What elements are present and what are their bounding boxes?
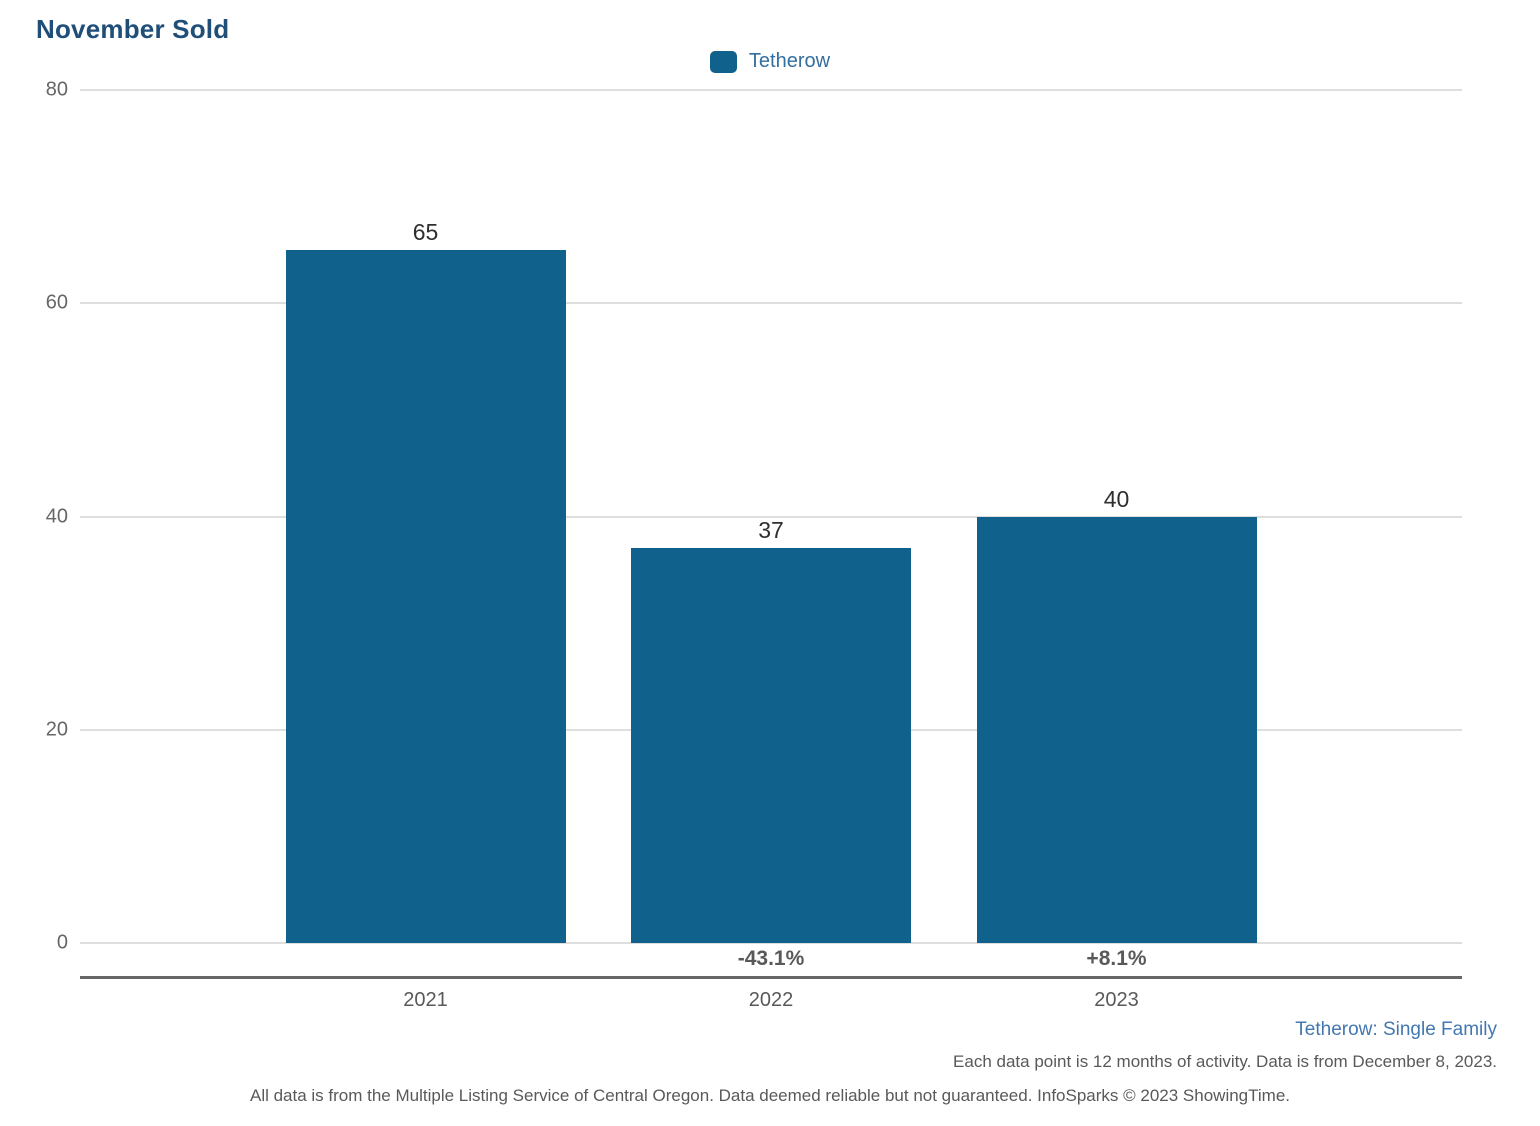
y-tick-label: 40 xyxy=(45,505,68,527)
bar-value-label: 37 xyxy=(758,517,784,544)
x-axis-line xyxy=(80,976,1462,979)
chart-title: November Sold xyxy=(36,14,230,44)
pct-change-label: +8.1% xyxy=(1086,947,1147,970)
y-tick-label: 0 xyxy=(56,931,68,954)
gridline-y-0 xyxy=(80,942,1462,944)
gridline-y-80 xyxy=(80,89,1462,91)
legend[interactable]: Tetherow xyxy=(0,50,1540,73)
plot-area: 80 60 40 20 0 65 37 40 xyxy=(46,79,1462,954)
bar-2022[interactable] xyxy=(631,548,911,943)
pct-change-label: -43.1% xyxy=(737,947,805,970)
x-category-label: 2023 xyxy=(1094,989,1139,1011)
x-category-label: 2022 xyxy=(748,989,794,1011)
legend-swatch-icon xyxy=(709,50,737,73)
y-tick-label: 60 xyxy=(45,291,68,314)
bar-value-label: 65 xyxy=(412,218,439,245)
legend-label: Tetherow xyxy=(748,50,831,72)
y-tick-label: 80 xyxy=(45,78,68,101)
gridline-y-60 xyxy=(80,302,1462,305)
gridline-y-40 xyxy=(80,515,1462,518)
footer-disclaimer: All data is from the Multiple Listing Se… xyxy=(249,1086,1290,1105)
bar-2023[interactable] xyxy=(976,516,1257,943)
footer-series-note: Tetherow: Single Family xyxy=(1295,1019,1497,1040)
x-category-label: 2021 xyxy=(403,989,448,1011)
footer-data-note: Each data point is 12 months of activity… xyxy=(953,1052,1497,1071)
y-tick-label: 20 xyxy=(45,718,68,741)
bar-2021[interactable] xyxy=(285,249,566,943)
bar-value-label: 40 xyxy=(1103,485,1130,512)
